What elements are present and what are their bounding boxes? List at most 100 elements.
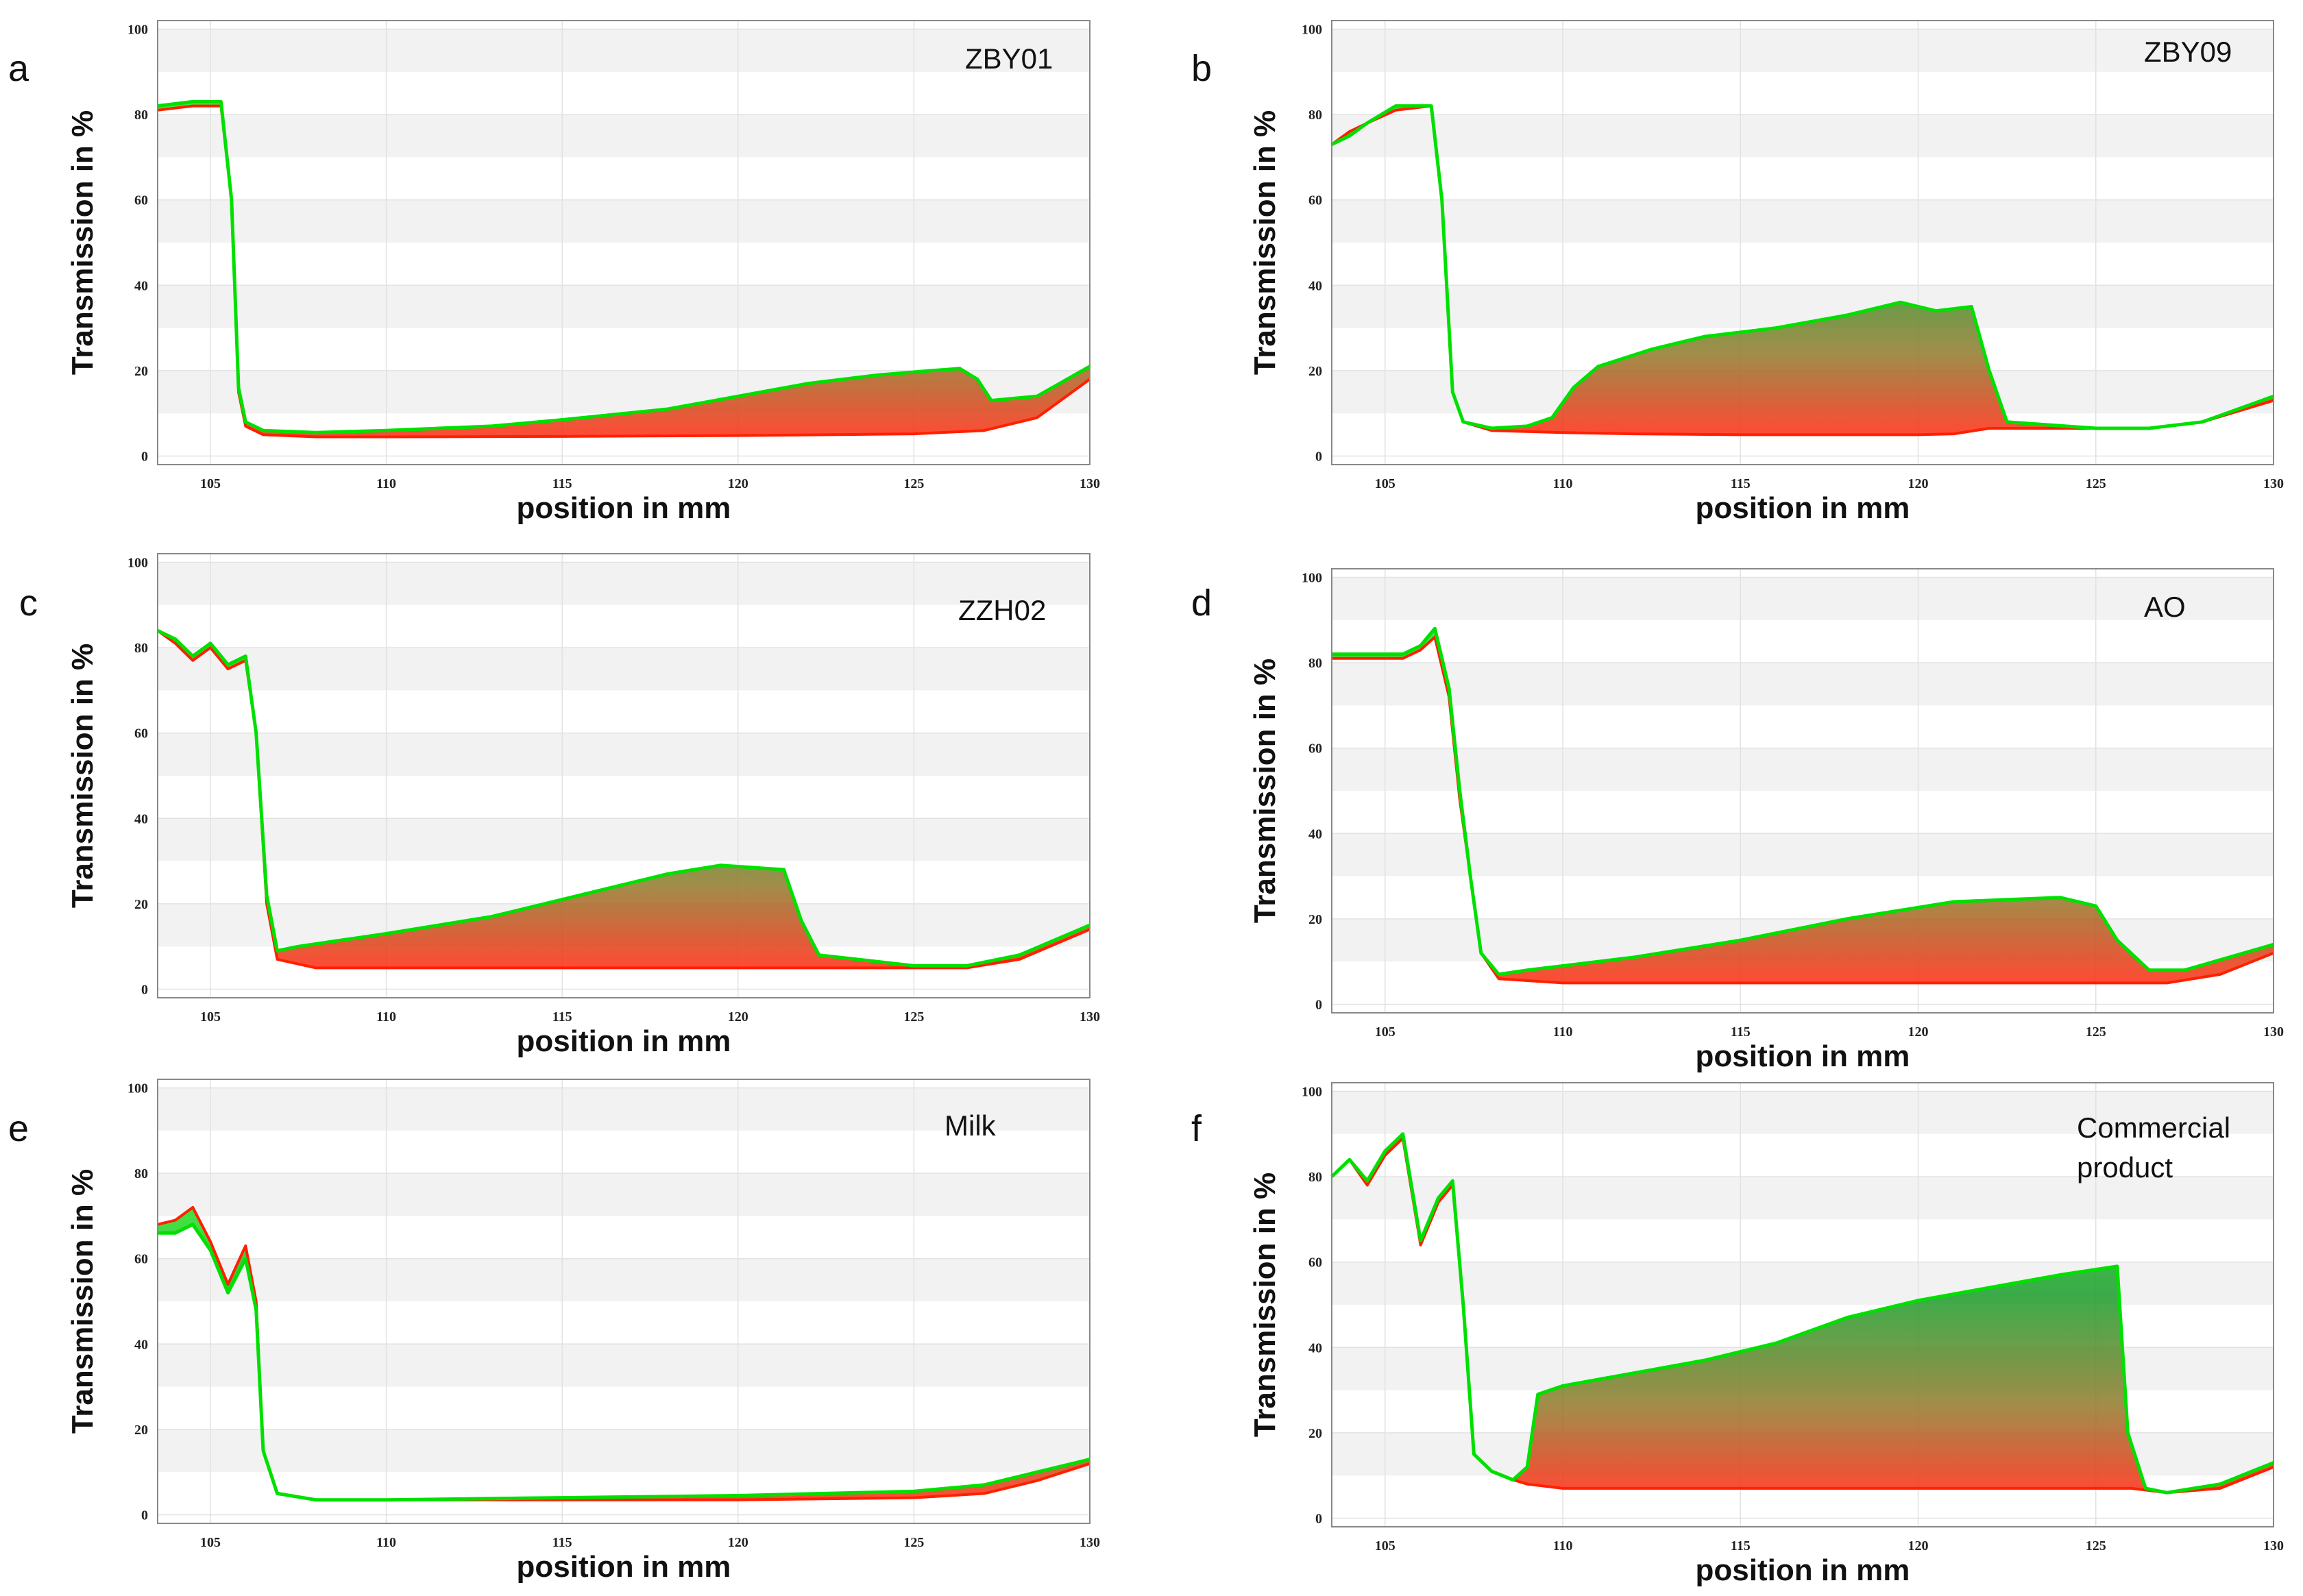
y-tick-label: 60 [134, 726, 148, 741]
x-tick-label: 110 [1553, 1538, 1573, 1554]
y-tick-label: 100 [1302, 22, 1322, 37]
x-tick-label: 115 [552, 476, 572, 491]
y-tick-label: 60 [1308, 1255, 1322, 1270]
panel-letter: b [1191, 48, 1212, 89]
x-tick-label: 125 [903, 476, 924, 491]
grid-band [158, 1088, 1090, 1131]
x-tick-label: 130 [1080, 1009, 1100, 1024]
scan-envelope [1332, 1133, 2274, 1493]
x-tick-label: 105 [1375, 476, 1396, 491]
panel-letter: e [8, 1108, 29, 1149]
grid-band [158, 29, 1090, 72]
x-tick-label: 130 [1080, 1535, 1100, 1550]
panel-e: 105 110 115 120 125 130 0 20 40 60 80 100 position i… [8, 1079, 1100, 1584]
grid-band [158, 733, 1090, 776]
plot-frame [157, 20, 1090, 465]
x-tick-label: 125 [2086, 1024, 2106, 1040]
x-tick-label: 120 [1908, 476, 1929, 491]
y-axis-label: Transmission in % [66, 1169, 99, 1434]
last-scan-line [157, 99, 1091, 434]
x-axis-label: position in mm [517, 1024, 731, 1058]
plot-frame [1331, 1082, 2274, 1527]
plot-frame [157, 553, 1090, 998]
plot-frame [1331, 20, 2274, 465]
x-tick-label: 125 [2086, 1538, 2106, 1554]
x-tick-label: 105 [1375, 1538, 1396, 1554]
grid-band [1332, 1091, 2274, 1134]
y-tick-label: 80 [134, 641, 148, 656]
y-tick-label: 20 [134, 1423, 148, 1438]
grid-band [158, 1429, 1090, 1473]
panel-b: 105 110 115 120 125 130 0 20 40 60 80 100 position i… [1191, 20, 2284, 525]
y-tick-label: 60 [1308, 741, 1322, 757]
y-tick-label: 20 [1308, 1426, 1322, 1441]
scan-envelope [158, 101, 1090, 437]
x-axis-label: position in mm [517, 1550, 731, 1584]
x-tick-label: 115 [552, 1535, 572, 1550]
y-tick-label: 60 [1308, 193, 1322, 208]
x-tick-label: 105 [200, 476, 221, 491]
x-tick-label: 105 [200, 1009, 221, 1024]
grid-band [1332, 663, 2274, 706]
y-tick-label: 40 [134, 278, 148, 293]
sample-label: Commercial [2077, 1112, 2230, 1144]
panel-c: 105 110 115 120 125 130 0 20 40 60 80 100 position i… [19, 553, 1100, 1058]
y-tick-label: 100 [127, 555, 148, 570]
x-tick-label: 110 [1553, 476, 1573, 491]
y-tick-label: 80 [1308, 108, 1322, 123]
x-axis-label: position in mm [1696, 491, 1910, 525]
sample-label: product [2077, 1151, 2173, 1183]
y-tick-label: 40 [1308, 278, 1322, 293]
last-scan-line [1330, 1132, 2274, 1495]
y-tick-label: 80 [1308, 656, 1322, 671]
y-tick-label: 0 [1315, 1512, 1322, 1527]
y-tick-label: 0 [141, 1508, 148, 1523]
grid-band [1332, 199, 2274, 243]
grid-band [158, 1344, 1090, 1387]
x-tick-label: 115 [1731, 476, 1751, 491]
x-tick-label: 110 [376, 476, 396, 491]
y-tick-label: 80 [1308, 1170, 1322, 1185]
panel-letter: f [1191, 1108, 1202, 1149]
grid-band [1332, 577, 2274, 620]
panel-letter: c [19, 582, 38, 624]
x-tick-label: 130 [2263, 1538, 2284, 1554]
last-scan-line [158, 1223, 1090, 1502]
x-tick-label: 105 [1375, 1024, 1396, 1040]
x-axis-label: position in mm [1696, 1040, 1910, 1073]
scan-envelope [158, 630, 1090, 968]
x-tick-label: 125 [2086, 476, 2106, 491]
grid-band [158, 562, 1090, 605]
x-tick-label: 120 [728, 1535, 748, 1550]
x-tick-label: 110 [1553, 1024, 1573, 1040]
x-tick-label: 130 [1080, 476, 1100, 491]
y-tick-label: 0 [1315, 998, 1322, 1013]
y-tick-label: 60 [134, 1252, 148, 1267]
sample-label: ZBY09 [2144, 36, 2232, 68]
y-axis-label: Transmission in % [1248, 110, 1282, 375]
panel-letter: a [8, 48, 29, 89]
panel-letter: d [1191, 582, 1212, 624]
last-scan-line [1330, 104, 2274, 430]
x-tick-label: 110 [376, 1535, 396, 1550]
y-axis-label: Transmission in % [1248, 659, 1282, 923]
y-tick-label: 0 [141, 450, 148, 465]
y-tick-label: 20 [1308, 912, 1322, 927]
x-axis-label: position in mm [1696, 1554, 1910, 1587]
scan-envelope [1332, 106, 2274, 435]
x-tick-label: 125 [903, 1535, 924, 1550]
y-tick-label: 60 [134, 193, 148, 208]
y-tick-label: 40 [134, 811, 148, 826]
y-tick-label: 100 [1302, 570, 1322, 585]
grid-band [158, 285, 1090, 328]
panel-f: 105 110 115 120 125 130 0 20 40 60 80 100 position i… [1191, 1082, 2284, 1587]
last-scan-line [156, 628, 1090, 968]
y-axis-label: Transmission in % [1248, 1173, 1282, 1437]
grid-band [1332, 285, 2274, 328]
plot-frame [157, 1079, 1090, 1524]
y-tick-label: 40 [134, 1337, 148, 1352]
grid-band [1332, 29, 2274, 72]
y-axis-label: Transmission in % [66, 110, 99, 375]
y-tick-label: 0 [1315, 450, 1322, 465]
